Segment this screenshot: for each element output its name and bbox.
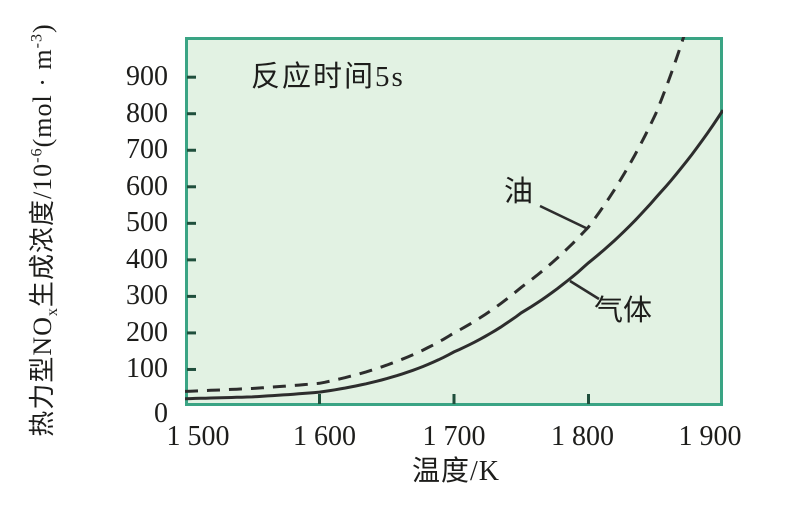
series-label-gas: 气体 xyxy=(594,295,653,327)
y-tick-label: 600 xyxy=(126,170,168,202)
x-tick-label: 1 600 xyxy=(293,421,356,452)
y-tick-label: 0 xyxy=(154,398,168,429)
y-tick-label: 100 xyxy=(126,353,168,385)
y-tick-label: 300 xyxy=(126,280,168,312)
y-axis-title-exponent: -3 xyxy=(28,32,46,49)
y-tick-label: 200 xyxy=(126,316,168,348)
y-tick-label: 400 xyxy=(126,243,168,275)
y-tick-label: 800 xyxy=(126,97,168,129)
plot-frame xyxy=(185,37,723,406)
gas-leader-line xyxy=(569,279,600,301)
x-tick-label: 1 900 xyxy=(678,421,742,452)
x-tick-label: 1 700 xyxy=(422,421,486,452)
x-tick-label: 1 500 xyxy=(166,421,230,452)
y-tick-label: 900 xyxy=(126,61,168,93)
gas-curve-solid xyxy=(185,109,723,401)
y-tick-label: 500 xyxy=(126,207,168,239)
chart-canvas xyxy=(185,37,723,406)
x-tick-label: 1 800 xyxy=(551,421,614,452)
series-label-oil: 油 xyxy=(504,176,534,208)
x-axis-title: 温度/K xyxy=(411,456,501,487)
plot-area: 反应时间5s 油 气体 xyxy=(185,37,723,406)
y-tick-label: 700 xyxy=(126,134,168,166)
y-axis-title-part: ) xyxy=(27,23,57,33)
oil-leader-line xyxy=(539,204,589,231)
reaction-time-annotation: 反应时间5s xyxy=(251,61,405,93)
